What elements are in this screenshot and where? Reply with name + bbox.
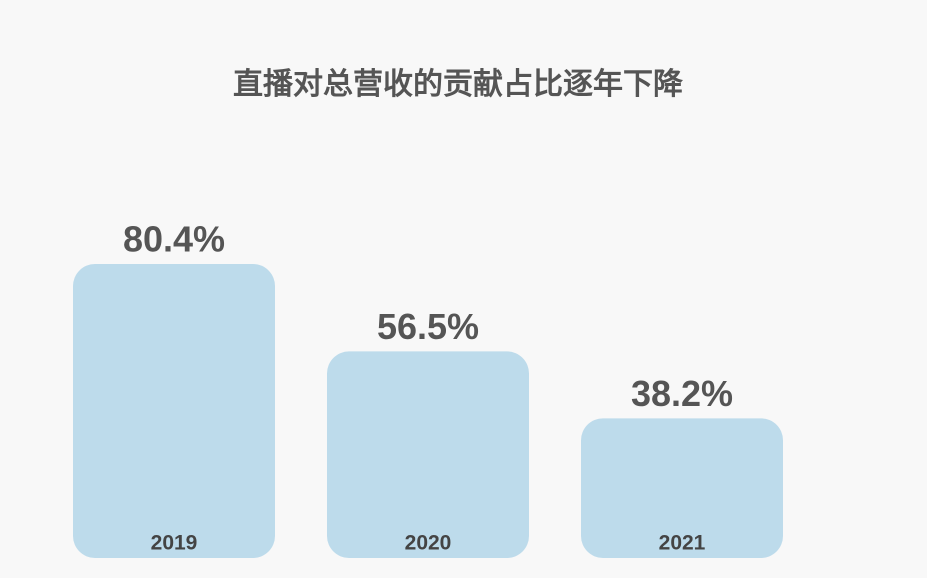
chart-title: 直播对总营收的贡献占比逐年下降: [233, 68, 684, 101]
bar: [327, 351, 529, 558]
value-label: 80.4%: [123, 219, 225, 260]
value-label: 38.2%: [631, 373, 733, 414]
bar: [581, 418, 783, 558]
x-tick-label: 2020: [405, 532, 452, 555]
bar: [73, 264, 275, 558]
x-tick-label: 2019: [151, 532, 198, 555]
value-label: 56.5%: [377, 306, 479, 347]
x-tick-label: 2021: [659, 532, 706, 555]
